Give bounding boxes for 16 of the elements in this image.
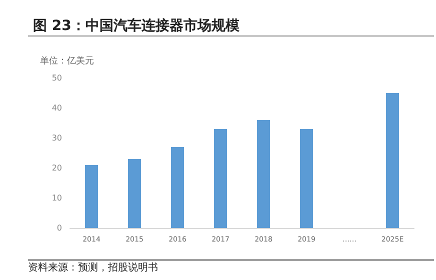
y-tick-label: 10 [52, 194, 62, 202]
y-tick-label: 0 [56, 224, 62, 232]
bar [386, 93, 399, 228]
bar [171, 147, 184, 228]
y-tick-label: 50 [52, 74, 62, 82]
bar [300, 129, 313, 228]
text: 资料来源：预测，招股说明书 [28, 262, 158, 274]
chart-title: 图 23：中国汽车连接器市场规模 [33, 17, 240, 34]
bar [128, 159, 141, 228]
y-tick-label: 30 [52, 134, 62, 142]
bar [214, 129, 227, 228]
y-tick-label: 40 [52, 104, 62, 112]
bar [257, 120, 270, 228]
y-axis-title: 单位：亿美元 [40, 56, 94, 66]
y-tick-label: 20 [52, 164, 62, 172]
bar [85, 165, 98, 228]
